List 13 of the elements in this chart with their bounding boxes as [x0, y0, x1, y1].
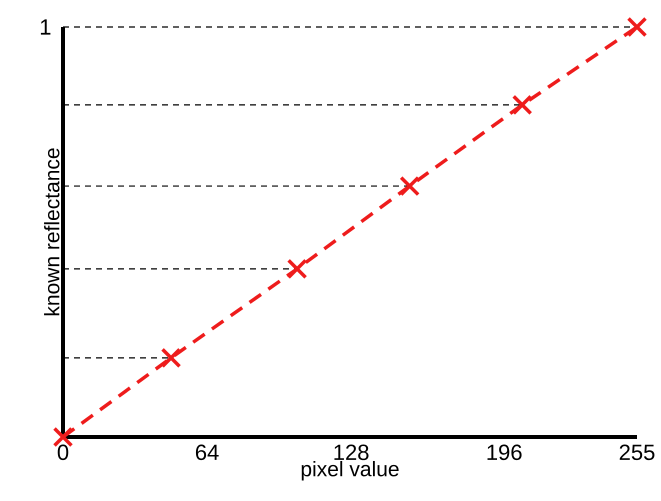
x-tick-label: 64	[196, 444, 219, 460]
x-axis-title: pixel value	[302, 460, 399, 481]
point	[626, 16, 648, 38]
text: 1	[40, 19, 50, 35]
point	[160, 348, 182, 368]
x-tick-label: 196	[488, 444, 522, 460]
x-tick-label: 128	[334, 444, 369, 460]
x-tick-label: 255	[620, 444, 654, 460]
point	[399, 176, 420, 196]
y-axis-title: known reflectance	[44, 148, 60, 316]
point	[286, 258, 308, 280]
x-tick-label: 0	[58, 444, 68, 460]
point	[512, 94, 532, 116]
